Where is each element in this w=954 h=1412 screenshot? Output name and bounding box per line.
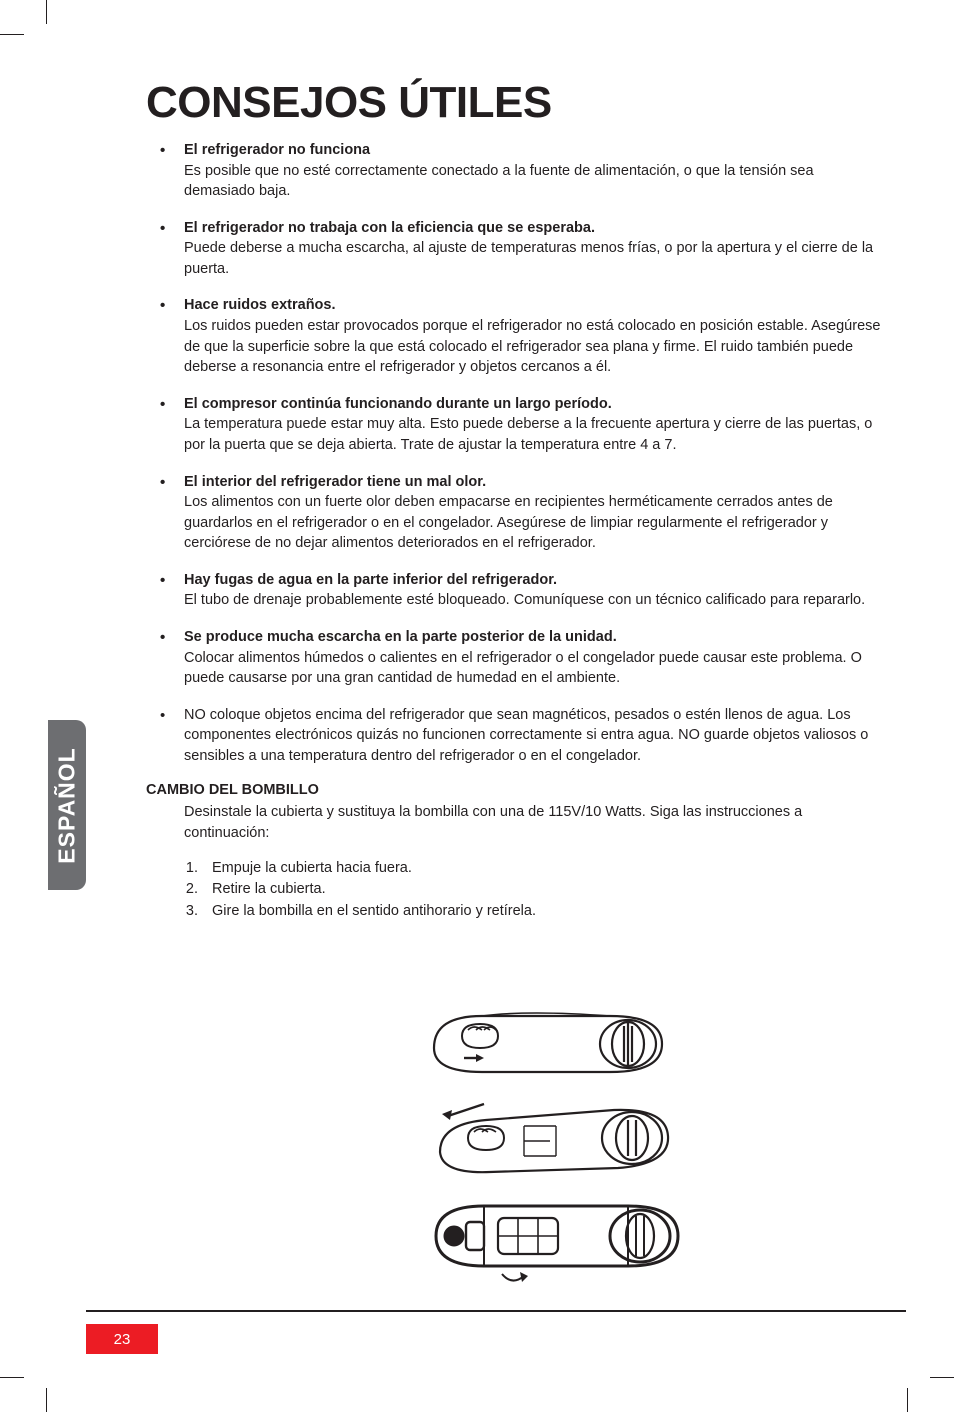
bulb-remove-step3-icon bbox=[428, 1196, 688, 1286]
tip-title: Hay fugas de agua en la parte inferior d… bbox=[184, 572, 557, 588]
crop-mark bbox=[46, 1388, 47, 1412]
main-content: CONSEJOS ÚTILES El refrigerador no funci… bbox=[146, 78, 886, 923]
tip-body: Puede deberse a mucha escarcha, al ajust… bbox=[184, 240, 873, 277]
step-item: Gire la bombilla en el sentido antihorar… bbox=[202, 901, 886, 923]
tip-title: El interior del refrigerador tiene un ma… bbox=[184, 474, 486, 490]
tip-item: Se produce mucha escarcha en la parte po… bbox=[146, 627, 886, 689]
tip-title: Se produce mucha escarcha en la parte po… bbox=[184, 629, 617, 645]
tip-title: El refrigerador no funciona bbox=[184, 142, 370, 158]
tips-list: El refrigerador no funciona Es posible q… bbox=[146, 140, 886, 766]
footer-rule bbox=[86, 1310, 906, 1312]
tip-body: NO coloque objetos encima del refrigerad… bbox=[184, 707, 868, 764]
language-tab: ESPAÑOL bbox=[48, 720, 86, 890]
crop-mark bbox=[907, 1388, 908, 1412]
page-number: 23 bbox=[114, 1331, 131, 1348]
bulb-heading: CAMBIO DEL BOMBILLO bbox=[146, 782, 886, 798]
language-tab-label: ESPAÑOL bbox=[54, 747, 81, 863]
tip-body: El tubo de drenaje probablemente esté bl… bbox=[184, 592, 865, 608]
crop-mark bbox=[0, 34, 24, 35]
tip-item: Hace ruidos extraños. Los ruidos pueden … bbox=[146, 295, 886, 377]
tip-title: Hace ruidos extraños. bbox=[184, 297, 336, 313]
step-item: Retire la cubierta. bbox=[202, 879, 886, 901]
tip-body: La temperatura puede estar muy alta. Est… bbox=[184, 416, 872, 453]
page-number-badge: 23 bbox=[86, 1324, 158, 1354]
tip-item: El compresor continúa funcionando durant… bbox=[146, 394, 886, 456]
crop-mark bbox=[0, 1377, 24, 1378]
bulb-illustrations bbox=[428, 1000, 718, 1304]
tip-item: El refrigerador no trabaja con la eficie… bbox=[146, 218, 886, 280]
tip-body: Es posible que no esté correctamente con… bbox=[184, 163, 814, 200]
step-item: Empuje la cubierta hacia fuera. bbox=[202, 858, 886, 880]
tip-body: Los alimentos con un fuerte olor deben e… bbox=[184, 494, 833, 551]
tip-body: Colocar alimentos húmedos o calientes en… bbox=[184, 650, 862, 687]
bulb-intro: Desinstale la cubierta y sustituya la bo… bbox=[146, 802, 886, 843]
tip-item: Hay fugas de agua en la parte inferior d… bbox=[146, 570, 886, 611]
tip-title: El refrigerador no trabaja con la eficie… bbox=[184, 220, 595, 236]
bulb-steps: Empuje la cubierta hacia fuera. Retire l… bbox=[146, 858, 886, 923]
bulb-cover-step2-icon bbox=[428, 1096, 688, 1178]
crop-mark bbox=[930, 1377, 954, 1378]
page-title: CONSEJOS ÚTILES bbox=[146, 78, 886, 128]
tip-title: El compresor continúa funcionando durant… bbox=[184, 396, 612, 412]
bulb-cover-step1-icon bbox=[428, 1000, 688, 1078]
tip-item: NO coloque objetos encima del refrigerad… bbox=[146, 705, 886, 767]
tip-body: Los ruidos pueden estar provocados porqu… bbox=[184, 318, 880, 375]
tip-item: El refrigerador no funciona Es posible q… bbox=[146, 140, 886, 202]
crop-mark bbox=[46, 0, 47, 24]
tip-item: El interior del refrigerador tiene un ma… bbox=[146, 472, 886, 554]
